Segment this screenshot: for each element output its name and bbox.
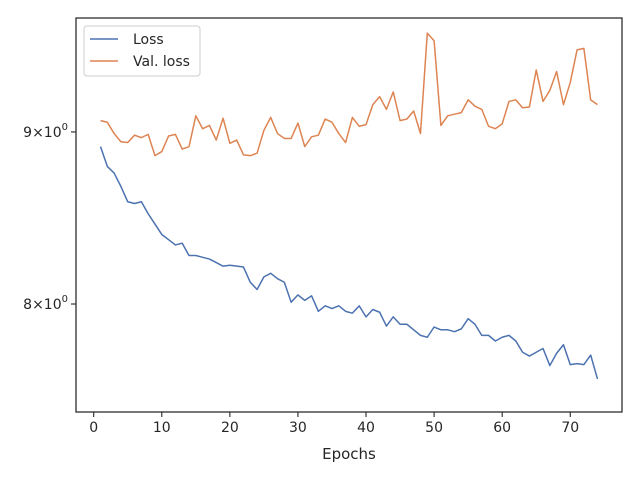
plot-area bbox=[76, 18, 622, 412]
y-tick-label: 8×100 bbox=[23, 294, 68, 313]
x-axis-ticks: 0 10 20 30 40 50 60 70 bbox=[89, 412, 579, 436]
plot-frame bbox=[75, 17, 623, 413]
series-line-val-loss bbox=[100, 32, 598, 157]
y-tick-label: 9×100 bbox=[23, 122, 68, 141]
legend: Loss Val. loss bbox=[83, 25, 201, 77]
x-tick-label: 30 bbox=[289, 420, 307, 436]
series-line-loss bbox=[99, 146, 599, 380]
legend-label: Val. loss bbox=[133, 54, 190, 70]
legend-label: Loss bbox=[133, 32, 164, 48]
x-tick-label: 70 bbox=[561, 420, 579, 436]
x-tick-label: 60 bbox=[493, 420, 511, 436]
x-axis-label: Epochs bbox=[322, 445, 376, 463]
x-tick-label: 20 bbox=[221, 420, 239, 436]
x-tick-label: 40 bbox=[357, 420, 375, 436]
x-tick-label: 10 bbox=[153, 420, 171, 436]
x-tick-label: 50 bbox=[425, 420, 443, 436]
y-axis-ticks: 8×100 9×100 bbox=[23, 122, 76, 313]
x-tick-label: 0 bbox=[89, 420, 98, 436]
series-layer bbox=[99, 32, 599, 380]
legend-items: Loss Val. loss bbox=[90, 32, 190, 70]
